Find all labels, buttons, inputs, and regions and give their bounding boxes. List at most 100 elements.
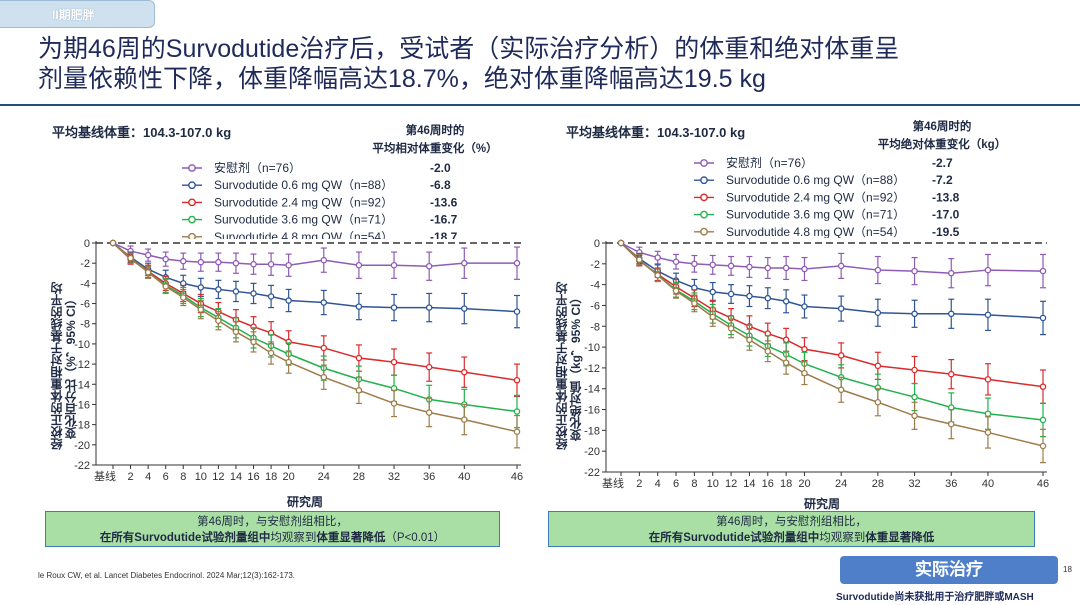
data-point-d06 <box>984 311 992 319</box>
series-line-d06 <box>620 242 1044 319</box>
data-point-placebo <box>874 266 882 274</box>
right-x-axis-label: 研究周 <box>804 497 841 511</box>
y-tick-label: -20 <box>74 440 90 452</box>
data-point-d48 <box>390 400 398 407</box>
left-conclusion-bold2: 体重显著降低 <box>316 532 386 544</box>
series-line-d36 <box>620 242 1044 421</box>
right-conclusion-line1: 第46周时，与安慰剂组相比， <box>716 516 867 528</box>
data-point-d24 <box>837 352 845 359</box>
y-tick-label: -10 <box>584 342 600 354</box>
legend-marker-d24 <box>188 198 196 207</box>
y-tick-label: 0 <box>84 238 90 250</box>
data-point-d48 <box>267 349 275 357</box>
legend-label-d06: Survodutide 0.6 mg QW（n=88） <box>726 173 905 187</box>
left-legend-header-line2: 平均相对体重变化（%） <box>372 143 498 155</box>
data-point-placebo <box>948 269 955 277</box>
y-tick-label: -14 <box>584 384 600 396</box>
data-point-d24 <box>984 376 992 383</box>
legend-marker-d48 <box>700 227 708 236</box>
x-tick-label: 14 <box>743 478 755 490</box>
data-point-d24 <box>320 344 328 352</box>
data-point-d06 <box>232 288 240 295</box>
data-point-placebo <box>746 263 753 271</box>
x-tick-label: 2 <box>636 478 642 490</box>
data-point-d06 <box>355 303 363 310</box>
data-point-placebo <box>197 258 205 266</box>
x-tick-label: 36 <box>423 471 435 483</box>
y-tick-label: -16 <box>74 399 90 411</box>
x-tick-label: 10 <box>195 471 207 483</box>
data-point-placebo <box>232 259 240 267</box>
y-tick-label: -6 <box>80 299 90 311</box>
left-conclusion-bold1: 在所有Survodutide试验剂量组中 <box>99 532 271 544</box>
y-tick-label: -10 <box>74 339 90 351</box>
data-point-d48 <box>654 272 661 279</box>
data-point-placebo <box>801 265 808 273</box>
legend-marker-d36 <box>700 210 708 219</box>
data-point-d06 <box>513 308 521 315</box>
x-tick-label: 10 <box>707 478 719 490</box>
y-tick-label: -8 <box>80 319 90 331</box>
data-point-placebo <box>911 267 918 275</box>
data-point-d06 <box>948 310 955 318</box>
data-point-d48 <box>250 338 257 346</box>
series-line-placebo <box>112 242 517 267</box>
data-point-d48 <box>144 269 152 276</box>
data-point-placebo <box>144 251 152 259</box>
legend-label-d06: Survodutide 0.6 mg QW（n=88） <box>214 178 393 192</box>
x-tick-label: 16 <box>762 478 774 490</box>
left-legend-header: 第46周时的 平均相对体重变化（%） <box>360 122 510 158</box>
data-point-placebo <box>425 262 433 270</box>
y-tick-label: -4 <box>80 278 90 290</box>
legend-value-d06: -6.8 <box>430 178 451 192</box>
data-point-placebo <box>691 260 698 268</box>
slide-title-line2: 剂量依赖性下降，体重降幅高达18.7%，绝对体重降幅高达19.5 kg <box>38 65 766 93</box>
x-tick-label: 16 <box>247 471 259 483</box>
left-conclusion-tail: （P<0.01） <box>385 532 446 544</box>
y-tick-label: -20 <box>584 446 600 458</box>
data-point-d48 <box>911 412 918 420</box>
approval-disclaimer: Survodutide尚未获批用于治疗肥胖或MASH <box>836 592 1034 603</box>
data-point-d36 <box>513 408 521 415</box>
data-point-placebo <box>320 256 328 264</box>
legend-label-d48: Survodutide 4.8 mg QW（n=54） <box>214 230 393 239</box>
page-number: 18 <box>1063 565 1072 574</box>
data-point-d48 <box>285 358 292 366</box>
x-tick-label: 8 <box>180 471 186 483</box>
left-conclusion-box: 第46周时，与安慰剂组相比， 在所有Survodutide试验剂量组中均观察到体… <box>45 511 500 547</box>
right-legend-header: 第46周时的 平均绝对体重变化（kg） <box>862 118 1022 154</box>
data-point-d06 <box>250 290 257 297</box>
legend-value-d48: -18.7 <box>430 230 458 239</box>
data-point-d06 <box>764 294 772 302</box>
legend-marker-placebo <box>700 159 708 167</box>
right-baseline-weight: 平均基线体重：104.3-107.0 kg <box>566 125 746 140</box>
right-conclusion-bold1: 在所有Survodutide试验剂量组中 <box>648 532 820 544</box>
x-tick-label: 32 <box>908 478 920 490</box>
slide-title: 为期46周的Survodutide治疗后，受试者（实际治疗分析）的体重和绝对体重… <box>38 34 1018 94</box>
x-tick-label: 14 <box>230 471 242 483</box>
legend-value-placebo: -2.0 <box>430 161 451 175</box>
y-tick-label: -4 <box>590 280 600 292</box>
data-point-placebo <box>390 261 398 269</box>
left-conclusion-mid: 均观察到 <box>270 532 317 544</box>
data-point-d48 <box>425 409 433 416</box>
x-tick-label: 18 <box>780 478 792 490</box>
right-conclusion-box: 第46周时，与安慰剂组相比， 在所有Survodutide试验剂量组中均观察到体… <box>548 511 1035 547</box>
right-y-axis-label: 经校正的体重相对于基线的平均 变化绝对值（kg，95% CI） <box>555 256 587 476</box>
data-point-d48 <box>984 429 992 436</box>
data-point-d48 <box>109 239 117 247</box>
legend-label-placebo: 安慰剂（n=76） <box>726 155 813 170</box>
x-tick-label: 28 <box>353 471 365 483</box>
data-point-placebo <box>267 260 275 268</box>
x-tick-label: 24 <box>318 471 330 483</box>
legend-marker-d36 <box>188 215 196 224</box>
data-point-placebo <box>984 266 992 274</box>
y-tick-label: -18 <box>584 425 600 437</box>
reference-citation: le Roux CW, et al. Lancet Diabetes Endoc… <box>38 571 296 580</box>
data-point-placebo <box>513 259 521 267</box>
data-point-placebo <box>180 257 187 265</box>
data-point-d48 <box>948 420 955 428</box>
data-point-placebo <box>250 260 257 268</box>
x-tick-label: 基线 <box>94 469 116 483</box>
